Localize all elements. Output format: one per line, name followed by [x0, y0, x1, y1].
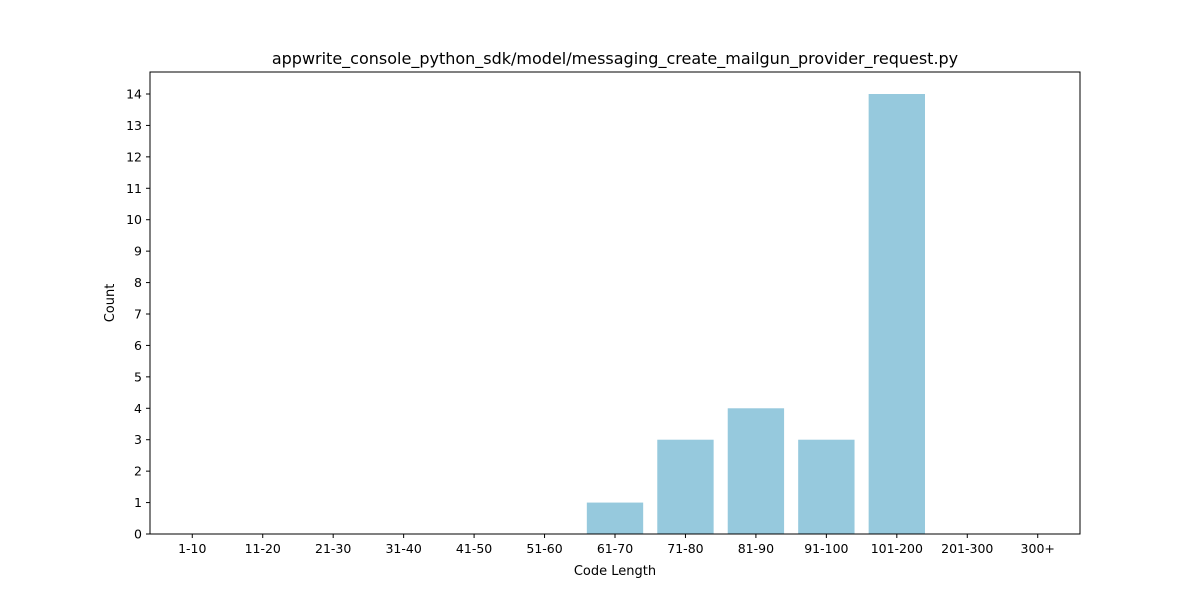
plot-frame — [149, 71, 1081, 535]
x-tick-label: 300+ — [1021, 541, 1055, 556]
bar-101-200 — [868, 94, 925, 534]
y-tick-label: 14 — [126, 87, 142, 102]
x-tick-label: 201-300 — [941, 541, 993, 556]
x-tick-label: 71-80 — [667, 541, 703, 556]
y-axis-label: Count — [103, 284, 118, 323]
y-tick-label: 9 — [134, 244, 142, 259]
x-tick-label: 31-40 — [385, 541, 421, 556]
y-tick-label: 7 — [134, 307, 142, 322]
bar-91-100 — [798, 439, 855, 534]
y-tick-label: 13 — [126, 118, 142, 133]
x-tick-label: 41-50 — [456, 541, 492, 556]
y-tick-label: 1 — [134, 495, 142, 510]
y-tick-label: 4 — [134, 401, 142, 416]
y-tick-label: 2 — [134, 464, 142, 479]
x-tick-label: 11-20 — [245, 541, 281, 556]
x-tick-label: 81-90 — [738, 541, 774, 556]
y-tick-label: 0 — [134, 527, 142, 542]
x-tick-label: 91-100 — [804, 541, 848, 556]
x-tick-label: 51-60 — [526, 541, 562, 556]
y-tick-label: 8 — [134, 275, 142, 290]
y-tick-label: 11 — [126, 181, 142, 196]
y-tick-label: 6 — [134, 338, 142, 353]
chart-title: appwrite_console_python_sdk/model/messag… — [272, 49, 958, 69]
x-axis-label: Code Length — [574, 564, 656, 579]
x-tick-label: 61-70 — [597, 541, 633, 556]
bar-61-70 — [586, 502, 644, 534]
y-tick-label: 10 — [126, 212, 142, 227]
x-tick-label: 21-30 — [315, 541, 351, 556]
x-axis: 1-10 11-20 21-30 31-40 41-50 51-60 61-70 71-80 8… — [178, 534, 1055, 556]
bar-81-90 — [727, 408, 785, 534]
y-tick-label: 12 — [126, 149, 142, 164]
y-tick-label: 3 — [134, 432, 142, 447]
x-tick-label: 1-10 — [178, 541, 206, 556]
y-tick-label: 5 — [134, 369, 142, 384]
bars — [586, 94, 925, 534]
x-tick-label: 101-200 — [871, 541, 923, 556]
bar-71-80 — [657, 439, 714, 534]
